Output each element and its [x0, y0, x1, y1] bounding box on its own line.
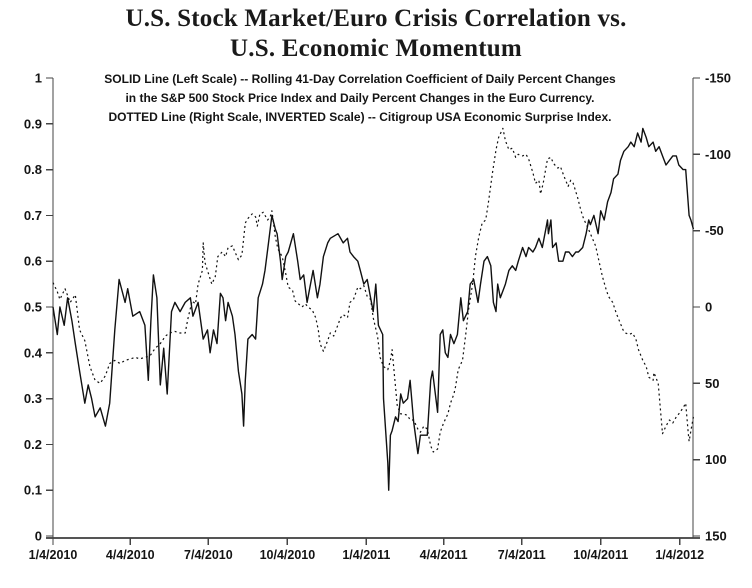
- x-axis-tick-label: 1/4/2010: [29, 548, 78, 562]
- x-axis-tick-label: 4/4/2011: [420, 548, 468, 562]
- right-axis: -150 -100 -50 0 50 100 150: [693, 71, 731, 544]
- x-axis-tick-label: 10/4/2011: [573, 548, 628, 562]
- x-axis-tick-label: 1/4/2012: [655, 548, 704, 562]
- chart-title-line2: U.S. Economic Momentum: [230, 35, 522, 62]
- x-axis-tick-label: 7/4/2010: [184, 548, 233, 562]
- left-axis-tick-label: 0.9: [24, 116, 42, 131]
- chart-title: U.S. Stock Market/Euro Crisis Correlatio…: [0, 4, 752, 64]
- x-axis-tick-label: 10/4/2010: [260, 548, 316, 562]
- left-axis-tick-label: 0.8: [24, 162, 42, 177]
- correlation-series-line: [52, 127, 695, 491]
- x-axis-tick-label: 1/4/2011: [342, 548, 390, 562]
- x-axis-tick-label: 7/4/2011: [498, 548, 546, 562]
- legend-solid-line-text-1: SOLID Line (Left Scale) -- Rolling 41-Da…: [104, 72, 616, 86]
- left-axis: 1 0.9 0.8 0.7 0.6 0.5 0.4 0.3 0.2 0.1 0: [24, 71, 53, 544]
- right-axis-tick-label: 150: [705, 529, 727, 544]
- right-axis-tick-label: 0: [705, 300, 712, 315]
- chart-title-line1: U.S. Stock Market/Euro Crisis Correlatio…: [125, 5, 627, 32]
- legend-solid-line-text-2: in the S&P 500 Stock Price Index and Dai…: [125, 91, 595, 105]
- left-axis-tick-label: 0.2: [24, 437, 42, 452]
- left-axis-tick-label: 0.7: [24, 208, 42, 223]
- left-axis-tick-label: 0: [35, 529, 42, 544]
- left-axis-tick-label: 0.6: [24, 254, 42, 269]
- x-axis: 1/4/2010 4/4/2010 7/4/2010 10/4/2010 1/4/201…: [29, 538, 704, 562]
- right-axis-tick-label: 100: [705, 452, 727, 467]
- left-axis-tick-label: 0.4: [24, 345, 43, 360]
- right-axis-tick-label: 50: [705, 376, 719, 391]
- left-axis-tick-label: 0.1: [24, 483, 42, 498]
- right-axis-tick-label: -50: [705, 223, 724, 238]
- legend-annotation: SOLID Line (Left Scale) -- Rolling 41-Da…: [60, 70, 660, 127]
- legend-dotted-line-text: DOTTED Line (Right Scale, INVERTED Scale…: [108, 110, 612, 124]
- right-axis-tick-label: -100: [705, 147, 731, 162]
- left-axis-tick-label: 0.5: [24, 300, 42, 315]
- right-axis-tick-label: -150: [705, 71, 731, 86]
- left-axis-tick-label: 1: [35, 71, 42, 86]
- surprise-index-series-line: [52, 127, 694, 453]
- x-axis-tick-label: 4/4/2010: [106, 548, 155, 562]
- left-axis-tick-label: 0.3: [24, 391, 42, 406]
